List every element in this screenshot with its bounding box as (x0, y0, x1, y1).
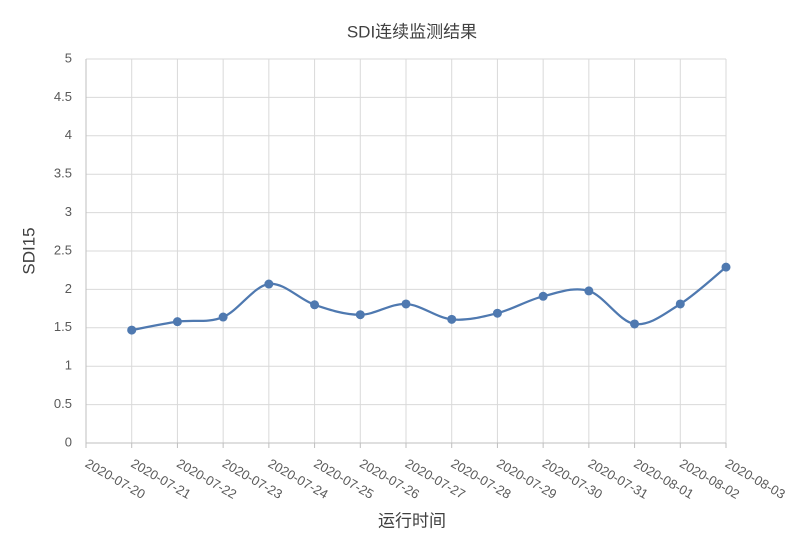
data-point (310, 300, 320, 310)
y-tick-label: 4 (65, 127, 72, 142)
x-axis-title: 运行时间 (378, 511, 446, 530)
data-point (584, 286, 594, 296)
y-tick-label: 0 (65, 434, 72, 449)
data-point (538, 291, 548, 301)
data-point (264, 279, 274, 289)
y-axis-title: SDI15 (19, 227, 38, 274)
data-point (675, 299, 685, 309)
y-tick-label: 2 (65, 281, 72, 296)
data-point (630, 319, 640, 329)
y-tick-label: 0.5 (54, 396, 72, 411)
data-point (355, 310, 365, 320)
data-point (172, 317, 182, 327)
y-tick-label: 3.5 (54, 166, 72, 181)
y-tick-label: 1.5 (54, 319, 72, 334)
data-point (218, 312, 228, 322)
chart-title: SDI连续监测结果 (347, 22, 477, 41)
data-point (721, 262, 731, 272)
data-point (492, 308, 502, 318)
y-tick-label: 4.5 (54, 89, 72, 104)
y-tick-label: 5 (65, 50, 72, 65)
data-point (127, 325, 137, 335)
data-point (401, 299, 411, 309)
data-point (447, 314, 457, 324)
y-tick-label: 3 (65, 204, 72, 219)
y-tick-label: 1 (65, 358, 72, 373)
y-tick-label: 2.5 (54, 242, 72, 257)
